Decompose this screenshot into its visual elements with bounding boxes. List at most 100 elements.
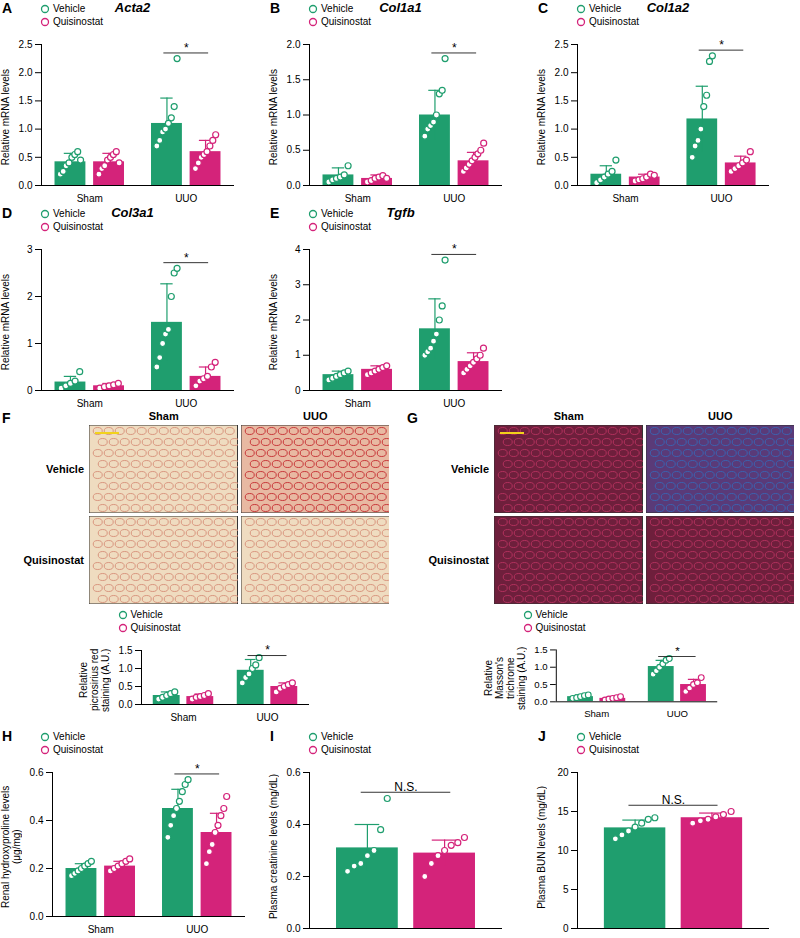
svg-text:Sham: Sham — [77, 398, 103, 409]
svg-text:1.0: 1.0 — [19, 123, 33, 134]
svg-text:N.S.: N.S. — [394, 780, 417, 794]
svg-text:5: 5 — [563, 884, 569, 895]
html-text:Col1a1: Col1a1 — [379, 0, 422, 15]
svg-text:4: 4 — [295, 244, 301, 255]
svg-text:10: 10 — [557, 845, 569, 856]
svg-text:UUO: UUO — [175, 193, 197, 204]
html-text:Quisinostat: Quisinostat — [53, 16, 103, 27]
svg-text:0: 0 — [27, 385, 33, 396]
html-text:Quisinostat: Quisinostat — [589, 16, 639, 27]
svg-text:*: * — [184, 251, 189, 265]
svg-text:2: 2 — [27, 291, 33, 302]
html-text:Vehicle: Vehicle — [321, 3, 354, 14]
svg-text:1.5: 1.5 — [118, 645, 132, 656]
svg-text:0: 0 — [563, 923, 569, 934]
svg-text:0.5: 0.5 — [19, 152, 33, 163]
svg-text:*: * — [675, 645, 680, 657]
html-text:Vehicle: Vehicle — [589, 3, 622, 14]
svg-text:3: 3 — [295, 279, 301, 290]
svg-text:UUO: UUO — [710, 193, 732, 204]
html-text:Vehicle: Vehicle — [451, 462, 489, 475]
svg-text:1: 1 — [27, 338, 33, 349]
html-text:Vehicle: Vehicle — [53, 3, 86, 14]
svg-text:*: * — [184, 41, 189, 55]
svg-text:UUO: UUO — [186, 924, 208, 935]
svg-text:0.0: 0.0 — [118, 699, 132, 710]
html-text:Col1a2: Col1a2 — [646, 0, 690, 15]
svg-text:0: 0 — [295, 385, 301, 396]
svg-text:UUO: UUO — [256, 712, 278, 723]
html-text:Relative picrosirius red stain: Relative picrosirius red staining (A.U.) — [77, 648, 111, 712]
svg-text:2.0: 2.0 — [287, 39, 301, 50]
html-text:UUO: UUO — [303, 410, 328, 422]
svg-text:0.5: 0.5 — [118, 681, 132, 692]
svg-text:20: 20 — [557, 767, 569, 778]
svg-text:2: 2 — [295, 314, 301, 325]
html-text:B: B — [270, 0, 281, 16]
html-text:Relative mRNA levels: Relative mRNA levels — [0, 69, 11, 166]
html-text:Sham: Sham — [148, 410, 179, 422]
svg-text:1: 1 — [295, 349, 301, 360]
svg-text:Sham: Sham — [584, 708, 609, 719]
svg-text:3: 3 — [27, 244, 33, 255]
html-text:Quisinostat: Quisinostat — [321, 16, 371, 27]
svg-text:2.5: 2.5 — [19, 39, 33, 50]
svg-text:UUO: UUO — [443, 398, 465, 409]
html-text:Renal hydroxyproline levels (μ: Renal hydroxyproline levels (μg/mg) — [0, 785, 22, 909]
svg-text:0.5: 0.5 — [555, 152, 569, 163]
html-text:Quisinostat: Quisinostat — [23, 553, 84, 566]
svg-text:*: * — [195, 762, 200, 776]
svg-text:0.5: 0.5 — [534, 679, 547, 690]
html-text:Quisinostat: Quisinostat — [428, 553, 489, 566]
svg-text:0.0: 0.0 — [19, 180, 33, 191]
svg-text:1.5: 1.5 — [19, 95, 33, 106]
svg-text:2.0: 2.0 — [19, 67, 33, 78]
svg-text:*: * — [719, 38, 724, 52]
svg-text:Sham: Sham — [345, 193, 371, 204]
svg-text:1.0: 1.0 — [287, 109, 301, 120]
svg-text:*: * — [452, 242, 457, 256]
svg-text:0.2: 0.2 — [30, 863, 44, 874]
svg-text:0.0: 0.0 — [534, 696, 547, 707]
svg-text:1.5: 1.5 — [555, 95, 569, 106]
svg-text:1.5: 1.5 — [534, 644, 547, 655]
svg-text:*: * — [265, 643, 270, 657]
html-text:Col3a1: Col3a1 — [111, 205, 154, 220]
svg-text:15: 15 — [557, 806, 569, 817]
svg-text:0.5: 0.5 — [287, 144, 301, 155]
svg-text:1.0: 1.0 — [534, 661, 547, 672]
html-text:Acta2: Acta2 — [114, 0, 151, 15]
svg-text:0.4: 0.4 — [287, 819, 301, 830]
html-text:Relative mRNA levels: Relative mRNA levels — [268, 69, 279, 166]
html-text:Tgfb: Tgfb — [386, 205, 415, 220]
svg-text:0.2: 0.2 — [287, 871, 301, 882]
svg-text:Sham: Sham — [170, 712, 196, 723]
svg-text:0.4: 0.4 — [30, 815, 44, 826]
html-text:Relative mRNA levels: Relative mRNA levels — [536, 69, 547, 166]
svg-text:2.0: 2.0 — [555, 67, 569, 78]
html-text:Sham: Sham — [553, 410, 584, 422]
svg-text:Sham: Sham — [612, 193, 638, 204]
svg-text:UUO: UUO — [666, 708, 687, 719]
svg-text:Sham: Sham — [345, 398, 371, 409]
svg-text:0.0: 0.0 — [555, 180, 569, 191]
html-text:UUO: UUO — [708, 410, 733, 422]
svg-text:1.0: 1.0 — [118, 663, 132, 674]
svg-text:Sham: Sham — [88, 924, 114, 935]
svg-text:UUO: UUO — [443, 193, 465, 204]
svg-text:0.0: 0.0 — [30, 911, 44, 922]
html-text:A: A — [2, 0, 13, 16]
svg-text:0.6: 0.6 — [30, 767, 44, 778]
svg-text:N.S.: N.S. — [662, 793, 685, 807]
html-text:Relative Masson's trichrome st: Relative Masson's trichrome staining (A.… — [482, 646, 527, 710]
svg-text:0.6: 0.6 — [287, 767, 301, 778]
html-text:Vehicle: Vehicle — [46, 462, 84, 475]
svg-text:2.5: 2.5 — [555, 39, 569, 50]
svg-text:Sham: Sham — [77, 193, 103, 204]
svg-text:0.0: 0.0 — [287, 180, 301, 191]
svg-text:*: * — [452, 41, 457, 55]
svg-text:0.0: 0.0 — [287, 923, 301, 934]
svg-text:1.5: 1.5 — [287, 74, 301, 85]
svg-text:UUO: UUO — [175, 398, 197, 409]
svg-text:1.0: 1.0 — [555, 123, 569, 134]
